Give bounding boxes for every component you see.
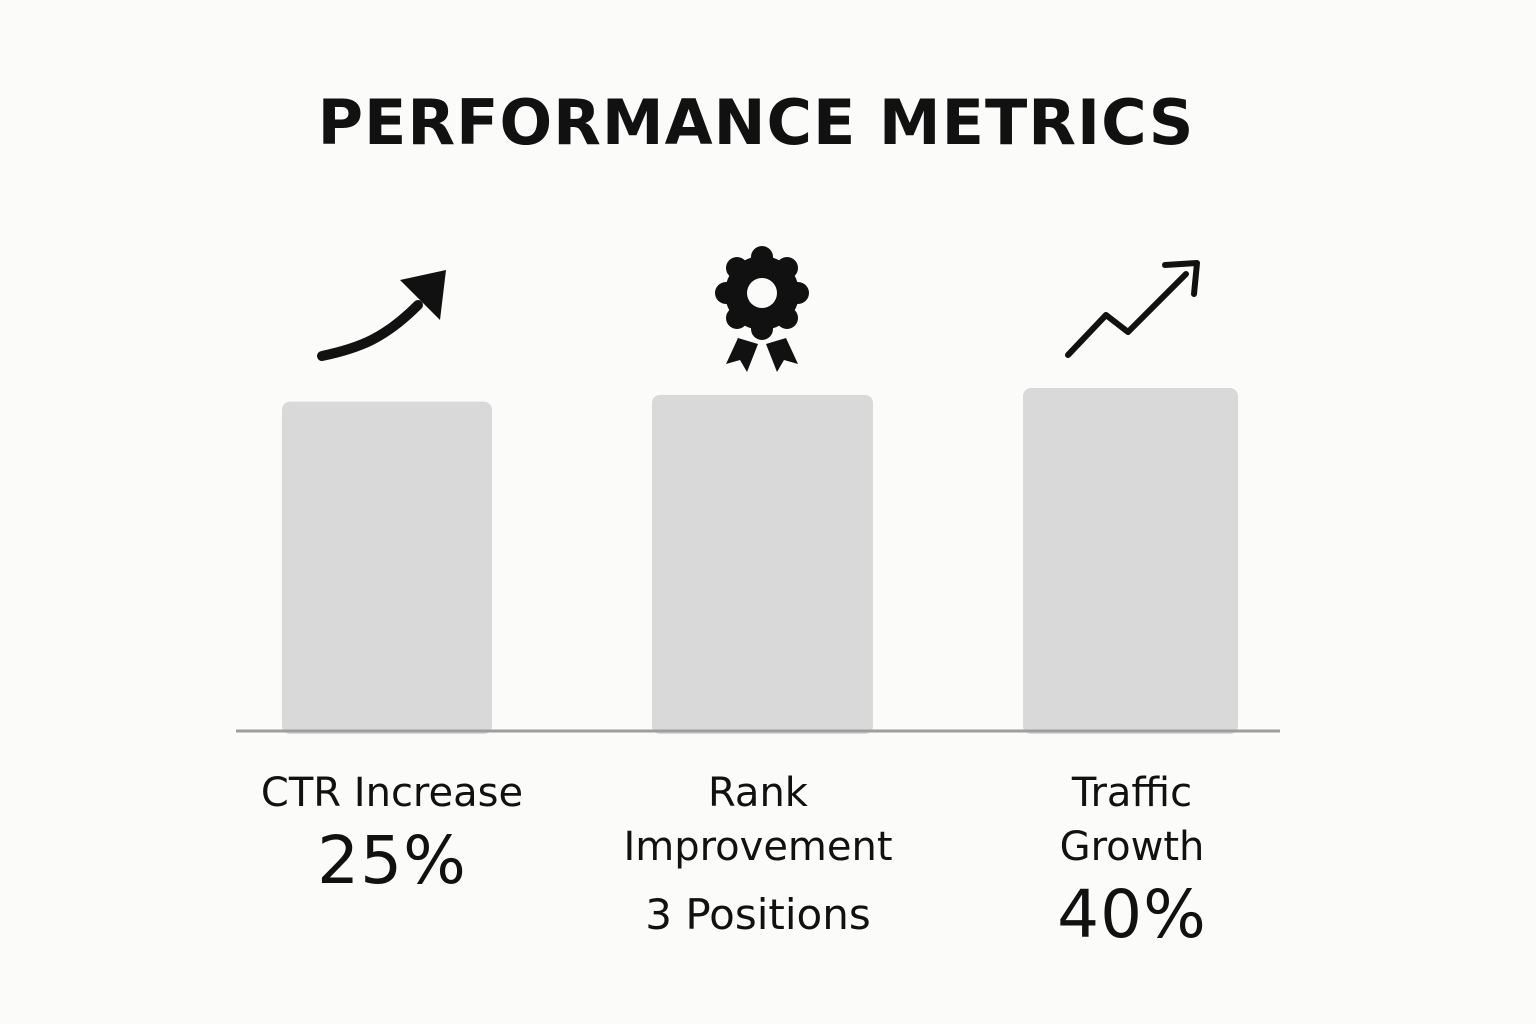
category-label: CTR Increase bbox=[260, 770, 524, 816]
metric-ctr-increase: CTR Increase 25% bbox=[232, 766, 552, 902]
bar-rank-improvement bbox=[652, 394, 873, 734]
chart-title: PERFORMANCE METRICS bbox=[317, 86, 1195, 159]
category-label: Traffic Growth bbox=[1059, 770, 1205, 870]
trending-up-icon bbox=[1065, 260, 1200, 358]
category-label: Rank Improvement bbox=[623, 770, 893, 870]
value-label: 40% bbox=[1057, 876, 1207, 953]
bars-layer bbox=[282, 388, 1238, 734]
award-ribbon-icon bbox=[715, 246, 809, 372]
metric-traffic-growth: Traffic Growth 40% bbox=[1032, 766, 1232, 956]
bar-ctr-increase bbox=[282, 401, 492, 734]
metric-rank-improvement: Rank Improvement 3 Positions bbox=[608, 766, 908, 942]
value-label: 3 Positions bbox=[645, 890, 871, 939]
value-label: 25% bbox=[317, 822, 467, 899]
curved-arrow-up-icon bbox=[317, 270, 446, 361]
bar-traffic-growth bbox=[1023, 388, 1238, 734]
